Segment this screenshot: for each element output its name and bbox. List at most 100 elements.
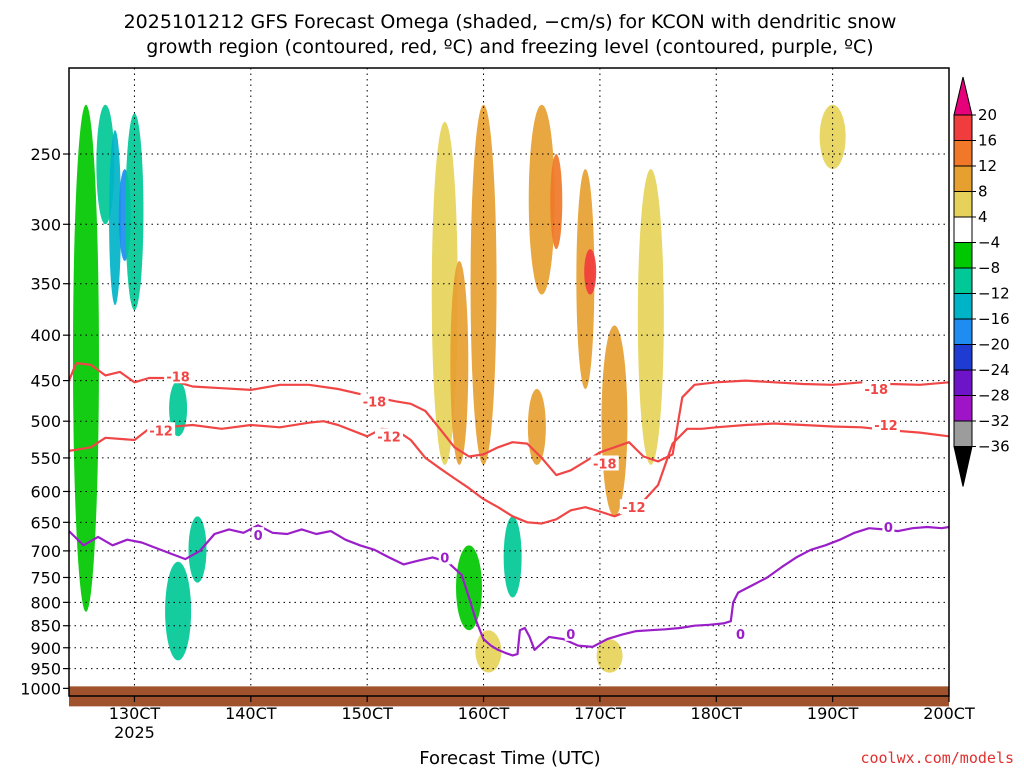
colorbar-tick-label-10: −24 [978,361,1010,379]
y-tick-label-750: 750 [30,568,61,587]
colorbar-tick-label-1: 16 [978,132,997,150]
omega-blob-7 [165,561,192,661]
x-tick-label-180CT: 180CT [691,704,743,723]
x-tick-sublabel-130CT: 2025 [114,723,155,742]
colorbar-tick-label-6: −8 [978,259,1000,277]
contour-label-10: 0 [566,628,575,643]
y-tick-label-800: 800 [30,593,61,612]
contour-label-bg-0 [164,368,193,384]
plot-background [69,68,949,696]
contour-label-6: -18 [865,383,889,398]
y-tick-label-850: 850 [30,617,61,636]
omega-blob-10 [470,104,497,465]
omega-blob-19 [456,545,482,631]
colorbar-tick-label-12: −32 [978,412,1010,430]
y-tick-label-700: 700 [30,542,61,561]
y-tick-label-950: 950 [30,660,61,679]
colorbar-band-4 [953,191,973,218]
x-tick-label-130CT: 130CT [109,704,161,723]
contour-label-bg-6 [862,381,891,397]
colorbar-band-7 [953,267,973,294]
colorbar-bottom-triangle [953,446,973,487]
contour-label-7: -12 [874,419,898,434]
x-tick-label-150CT: 150CT [341,704,393,723]
colorbar-band-8 [953,293,973,320]
contour-label-bg-2 [360,393,389,409]
colorbar-band-12 [953,395,973,422]
contour-label-9: 0 [440,551,449,566]
colorbar-tick-label-5: −4 [978,234,1000,252]
contour-label-bg-4 [590,455,619,471]
x-tick-label-160CT: 160CT [458,704,510,723]
colorbar: 20 16 12 8 4 −4 −8 −12 −16 −20 −24 −28 −32 −36 [953,76,1010,487]
y-tick-label-400: 400 [30,326,61,345]
omega-blob-18 [503,516,522,598]
omega-blob-9 [450,261,469,465]
plot-frame [68,67,950,697]
x-axis-label: Forecast Time (UTC) [419,748,600,768]
y-tick-label-500: 500 [30,412,61,431]
chart-title-line-2: growth region (contoured, red, ºC) and f… [146,36,873,58]
contour-label-12: 0 [884,521,893,536]
omega-blob-21 [596,639,623,673]
contour-label-bg-7 [871,417,900,433]
contour-label-8: 0 [254,529,263,544]
y-tick-label-350: 350 [30,275,61,294]
colorbar-tick-label-9: −20 [978,336,1010,354]
y-tick-label-550: 550 [30,449,61,468]
omega-blob-2 [109,130,122,306]
contour-label-bg-11 [734,625,747,641]
colorbar-band-10 [953,344,973,371]
contour-label-2: -18 [363,395,387,410]
y-tick-label-450: 450 [30,372,61,391]
contour-label-11: 0 [736,628,745,643]
omega-shading [72,104,846,673]
colorbar-tick-label-7: −12 [978,285,1010,303]
omega-blob-17 [637,169,664,465]
contour-label-bg-9 [438,549,451,565]
omega-blob-20 [475,630,502,673]
omega-blob-14 [584,249,597,295]
colorbar-band-9 [953,318,973,345]
colorbar-tick-label-4: 4 [978,208,988,226]
colorbar-tick-label-2: 12 [978,157,997,175]
contour-label-bg-12 [882,519,895,535]
colorbar-tick-label-8: −16 [978,310,1010,328]
x-tick-label-140CT: 140CT [225,704,277,723]
y-tick-label-300: 300 [30,215,61,234]
y-tick-label-600: 600 [30,482,61,501]
series-line-isotherm-1 [69,420,949,525]
chart-title-line-1: 2025101212 GFS Forecast Omega (shaded, −… [124,11,897,33]
credit-text: coolwx.com/models [860,749,1014,767]
series-line-freezing-level [69,524,949,657]
x-tick-label-190CT: 190CT [807,704,859,723]
colorbar-tick-label-3: 8 [978,183,988,201]
plot-area: -18 -12 -18 -12 -18 -12 -18 -12 0 0 0 0 0 [68,67,950,707]
y-tick-label-900: 900 [30,639,61,658]
contour-label-4: -18 [593,457,617,472]
y-axis-ticks: 250 300 350 400 450 500 550 600 650 700 750 800 850 9… [20,145,69,698]
contour-label-1: -12 [149,424,173,439]
omega-blob-11 [528,104,555,295]
colorbar-tick-label-0: 20 [978,106,997,124]
x-tick-label-200CT: 200CT [923,704,975,723]
contour-label-3: -12 [377,430,401,445]
contour-label-bg-5 [619,499,648,515]
contour-label-bg-1 [147,422,176,438]
y-tick-label-650: 650 [30,513,61,532]
omega-blob-12 [550,154,563,250]
y-tick-label-250: 250 [30,145,61,164]
contour-label-5: -12 [622,501,646,516]
contour-labels: -18 -12 -18 -12 -18 -12 -18 -12 0 0 0 0 0 [147,368,900,643]
omega-blob-22 [819,104,846,170]
colorbar-band-3 [953,165,973,192]
colorbar-top-triangle [953,76,973,116]
y-tick-label-1000: 1000 [20,679,61,698]
colorbar-band-5 [953,216,973,243]
contour-label-0: -18 [166,370,190,385]
colorbar-band-13 [953,420,973,447]
colorbar-band-2 [953,140,973,167]
colorbar-tick-label-11: −28 [978,387,1010,405]
